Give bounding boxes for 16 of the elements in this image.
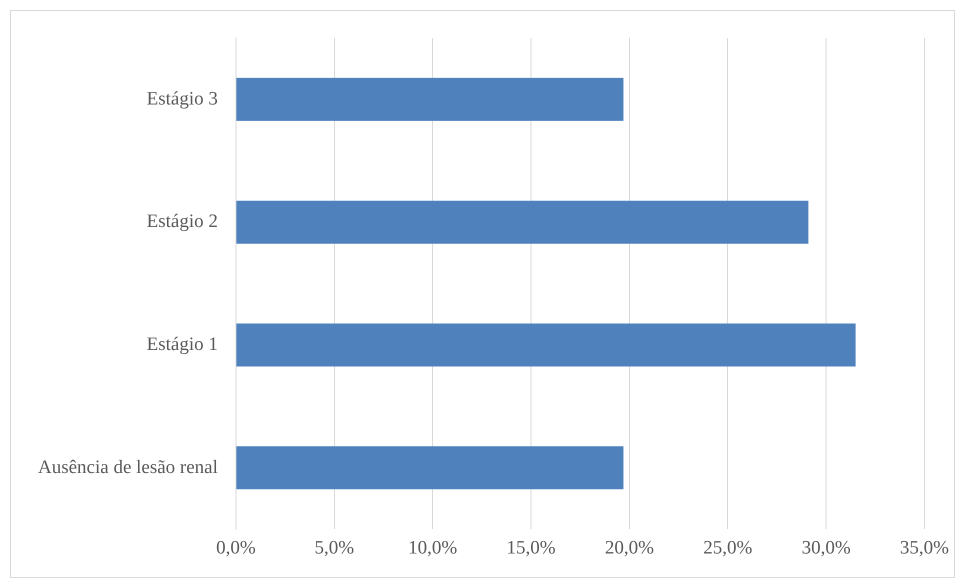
x-tick-label: 30,0%: [802, 538, 851, 559]
x-tick-label: 25,0%: [703, 538, 752, 559]
y-tick-label: Estágio 2: [146, 211, 218, 232]
x-tick-label: 5,0%: [314, 538, 354, 559]
bar: [236, 78, 624, 121]
x-tick-label: 15,0%: [506, 538, 556, 559]
y-tick-label: Ausência de lesão renal: [38, 456, 218, 478]
x-tick-label: 20,0%: [604, 538, 654, 559]
y-tick-label: Estágio 3: [146, 88, 218, 110]
bar: [236, 324, 856, 366]
bar: [236, 200, 808, 244]
x-tick-label: 0,0%: [216, 538, 256, 559]
x-tick-label: 35,0%: [900, 538, 950, 559]
bar: [236, 446, 624, 490]
y-tick-label: Estágio 1: [146, 334, 218, 355]
x-tick-label: 10,0%: [408, 538, 458, 559]
